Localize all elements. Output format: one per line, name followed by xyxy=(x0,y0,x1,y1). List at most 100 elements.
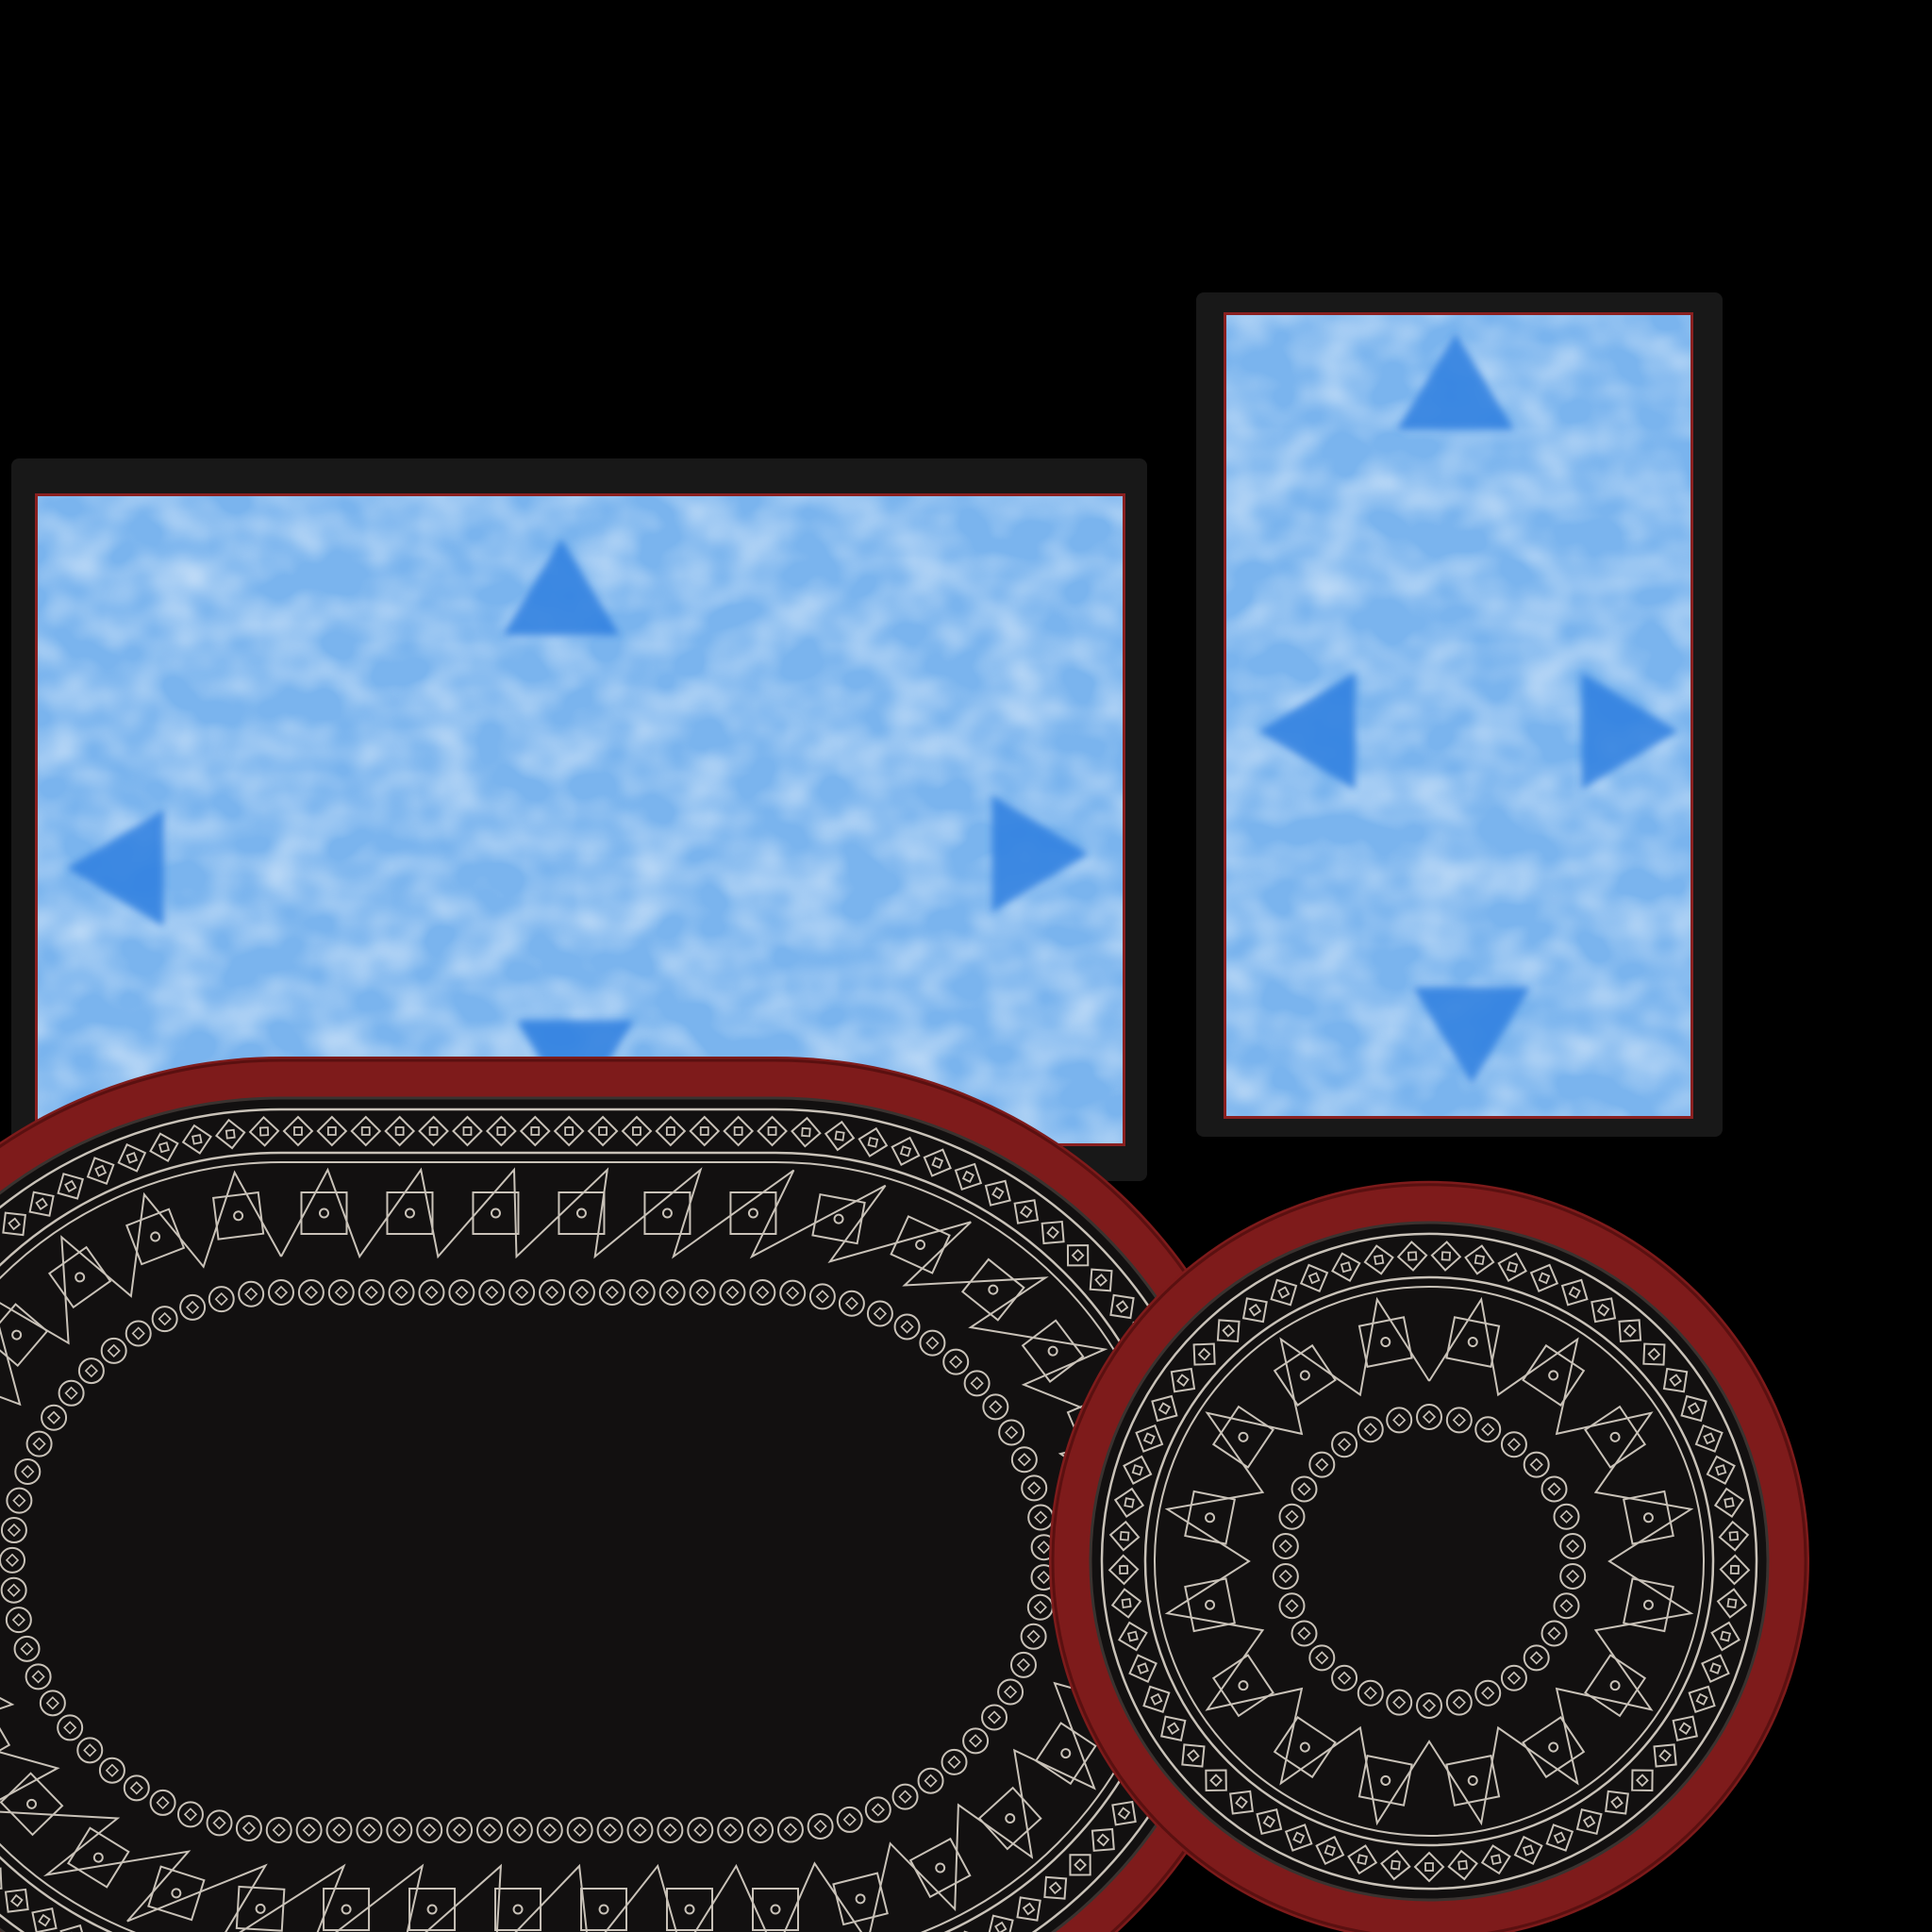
rug-small-circle xyxy=(206,1809,233,1837)
rug-diamond xyxy=(984,1179,1011,1207)
rug-small-circle xyxy=(628,1279,656,1306)
rug-diamond xyxy=(1113,1487,1145,1518)
rug-diamond xyxy=(723,1115,755,1147)
rug-square-motif xyxy=(1034,1722,1097,1786)
rug-small-circle xyxy=(893,1313,921,1341)
arrow-right-icon xyxy=(1581,673,1678,790)
rug-small-circle xyxy=(14,1458,42,1486)
rug-small-circle xyxy=(1009,1651,1037,1678)
rug-small-circle xyxy=(539,1279,566,1306)
rug-small-circle xyxy=(1474,1679,1502,1707)
rug-diamond xyxy=(1513,1835,1543,1865)
rug-diamond xyxy=(1575,1808,1603,1836)
rug-diamond xyxy=(1128,1654,1158,1683)
rug-small-circle xyxy=(0,1546,25,1574)
rug-diamond xyxy=(519,1115,551,1147)
rug-small-circle xyxy=(807,1812,834,1840)
rug-small-circle xyxy=(358,1279,385,1306)
rug-diamond xyxy=(1672,1715,1698,1741)
rug-diamond xyxy=(1480,1844,1511,1875)
rug-diamond xyxy=(1151,1394,1178,1423)
rug-small-circle xyxy=(125,1320,152,1347)
rug-diamond xyxy=(1066,1244,1090,1267)
rug-diamond xyxy=(117,1142,147,1173)
rug-diamond xyxy=(987,1914,1014,1932)
rug-diamond-band xyxy=(1108,1241,1751,1883)
rug-small-circle xyxy=(997,1678,1024,1706)
rug-diamond xyxy=(452,1115,483,1147)
rug-diamond xyxy=(1331,1252,1361,1283)
rug-diamond xyxy=(1591,1297,1617,1324)
rug-small-circle xyxy=(838,1290,865,1317)
rug-square-motif xyxy=(323,1888,371,1931)
rug-square-motif xyxy=(1445,1316,1501,1368)
rug-small-circle xyxy=(6,1487,33,1514)
rug-diamond xyxy=(1719,1554,1751,1586)
rug-diamond xyxy=(1108,1520,1141,1552)
rug-square-motif xyxy=(1623,1577,1674,1633)
rug-small-circle xyxy=(235,1814,262,1841)
rug-diamond xyxy=(59,1924,88,1932)
rug-small-circle xyxy=(998,1419,1025,1446)
rug-small-circle xyxy=(265,1816,292,1843)
rug-small-circle xyxy=(1308,1644,1336,1672)
rug-small-circle xyxy=(1331,1431,1358,1458)
rug-small-circle xyxy=(1445,1689,1473,1716)
rug-small-circle xyxy=(1386,1407,1413,1434)
rug-border-inner-line xyxy=(1143,1275,1715,1847)
rug-diamond xyxy=(689,1115,721,1147)
rug-diamond xyxy=(1256,1808,1283,1836)
rug-square-motif xyxy=(811,1192,866,1245)
rug-diamond xyxy=(1680,1394,1707,1423)
rug-diamond xyxy=(1118,1621,1148,1652)
rug-small-circle xyxy=(58,1379,85,1407)
arrow-down-icon xyxy=(1413,987,1530,1084)
rug-diamond xyxy=(149,1132,179,1162)
rug-square-motif xyxy=(1623,1490,1674,1545)
rug-diamond xyxy=(858,1126,889,1158)
rug-square-motif xyxy=(1584,1405,1647,1469)
rug-small-circle xyxy=(749,1279,776,1306)
rug-small-circle xyxy=(1500,1431,1527,1458)
rug-small-circle xyxy=(179,1293,207,1321)
rug-small-circle xyxy=(1553,1592,1580,1620)
rug-small-circle xyxy=(0,1517,27,1544)
rug-diamond xyxy=(4,1888,29,1913)
rug-zigzag-line xyxy=(1164,1296,1694,1826)
arrow-up-icon xyxy=(1397,333,1514,430)
rug-small-circle xyxy=(836,1806,863,1833)
rug-diamond xyxy=(923,1148,952,1177)
rug-diamond xyxy=(1170,1367,1196,1393)
rug-diamond xyxy=(757,1115,788,1147)
rug-small-circle xyxy=(1291,1620,1318,1647)
rug-diamond xyxy=(655,1115,687,1147)
rug-diamond xyxy=(1447,1849,1478,1881)
rug-small-circle xyxy=(1474,1416,1502,1443)
rug-diamond xyxy=(248,1115,280,1147)
rug-small-circle xyxy=(1559,1562,1587,1590)
rug-small-circle xyxy=(57,1714,84,1741)
rug-diamond xyxy=(1545,1824,1574,1852)
rug-square-motif xyxy=(729,1191,777,1235)
rug-diamond xyxy=(1110,1588,1142,1619)
rug-square-motif xyxy=(890,1215,951,1274)
rug-small-circle xyxy=(478,1279,506,1306)
rug-small-circle xyxy=(25,1430,53,1457)
rug-small-circle xyxy=(1021,1474,1048,1502)
rug-small-circle xyxy=(981,1704,1008,1731)
rug-diamond xyxy=(0,1867,3,1890)
rug-square-motif xyxy=(1211,1405,1274,1469)
rug-small-circle xyxy=(448,1279,475,1306)
rug-diamond xyxy=(1618,1319,1642,1343)
rug-square-motif xyxy=(1445,1755,1501,1807)
rug-square-motif xyxy=(960,1257,1025,1322)
rug-small-circle xyxy=(295,1817,323,1843)
rug-rim-shade xyxy=(1051,1183,1807,1932)
rug-square-motif xyxy=(235,1885,286,1932)
rug-small-circle xyxy=(982,1393,1009,1421)
rug-square-motif xyxy=(472,1191,520,1235)
rug-square-motif xyxy=(0,1772,64,1837)
rug-diamond xyxy=(1688,1685,1716,1713)
rug-diamond xyxy=(1529,1263,1559,1293)
rug-small-circle xyxy=(779,1279,807,1307)
